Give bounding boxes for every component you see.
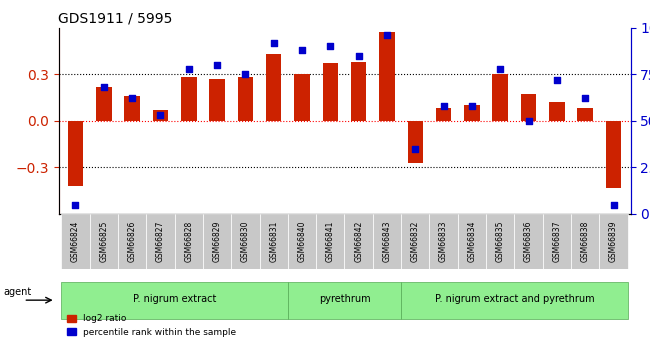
Bar — [379, 32, 395, 121]
Text: GSM66825: GSM66825 — [99, 221, 109, 262]
Point — [155, 112, 166, 118]
Point — [297, 47, 307, 53]
Bar — [408, 121, 423, 163]
Text: GSM66836: GSM66836 — [524, 221, 533, 262]
Bar — [493, 74, 508, 121]
Bar — [209, 79, 225, 121]
Text: GSM66831: GSM66831 — [269, 221, 278, 262]
Bar — [231, 214, 259, 269]
Bar — [68, 121, 83, 186]
Point — [183, 66, 194, 71]
Bar — [401, 282, 628, 319]
Text: GSM66834: GSM66834 — [467, 221, 476, 262]
Text: GSM66827: GSM66827 — [156, 221, 165, 262]
Point — [240, 71, 251, 77]
Bar — [430, 214, 458, 269]
Text: P. nigrum extract and pyrethrum: P. nigrum extract and pyrethrum — [435, 294, 594, 304]
Text: GSM66833: GSM66833 — [439, 221, 448, 262]
Text: GSM66835: GSM66835 — [496, 221, 505, 262]
Bar — [124, 96, 140, 121]
Text: GSM66824: GSM66824 — [71, 221, 80, 262]
Bar — [266, 54, 281, 121]
Point — [438, 103, 448, 109]
Bar — [153, 110, 168, 121]
Text: pyrethrum: pyrethrum — [318, 294, 370, 304]
Text: agent: agent — [3, 287, 31, 297]
Bar — [259, 214, 288, 269]
Bar — [577, 108, 593, 121]
Bar — [373, 214, 401, 269]
Text: GSM66830: GSM66830 — [241, 221, 250, 262]
Text: GSM66839: GSM66839 — [609, 221, 618, 262]
Point — [212, 62, 222, 68]
Bar — [351, 62, 367, 121]
Bar — [96, 87, 112, 121]
Text: GDS1911 / 5995: GDS1911 / 5995 — [58, 11, 173, 25]
Bar — [61, 214, 90, 269]
Bar — [288, 282, 401, 319]
Point — [495, 66, 506, 71]
Bar — [344, 214, 373, 269]
Bar — [606, 121, 621, 188]
Point — [410, 146, 421, 151]
Point — [354, 53, 364, 58]
Text: GSM66838: GSM66838 — [580, 221, 590, 262]
Bar — [118, 214, 146, 269]
Bar — [146, 214, 175, 269]
Bar — [203, 214, 231, 269]
Bar — [549, 102, 565, 121]
Point — [127, 96, 137, 101]
Text: P. nigrum extract: P. nigrum extract — [133, 294, 216, 304]
Point — [382, 32, 392, 38]
Text: GSM66842: GSM66842 — [354, 221, 363, 262]
Bar — [458, 214, 486, 269]
Bar — [436, 108, 451, 121]
Bar — [90, 214, 118, 269]
Text: GSM66829: GSM66829 — [213, 221, 222, 262]
Legend: log2 ratio, percentile rank within the sample: log2 ratio, percentile rank within the s… — [63, 311, 240, 341]
Bar — [238, 77, 254, 121]
Bar — [521, 94, 536, 121]
Bar — [514, 214, 543, 269]
Text: GSM66840: GSM66840 — [298, 221, 307, 262]
Bar — [401, 214, 430, 269]
Bar — [294, 74, 310, 121]
Point — [268, 40, 279, 45]
Point — [552, 77, 562, 82]
Bar — [322, 63, 338, 121]
Bar — [464, 105, 480, 121]
Point — [523, 118, 534, 124]
Text: GSM66828: GSM66828 — [184, 221, 193, 262]
Point — [608, 202, 619, 207]
Bar — [571, 214, 599, 269]
Bar — [486, 214, 514, 269]
Bar — [175, 214, 203, 269]
Text: GSM66843: GSM66843 — [382, 221, 391, 262]
Point — [467, 103, 477, 109]
Bar — [61, 282, 288, 319]
Bar — [599, 214, 628, 269]
Point — [325, 43, 335, 49]
Text: GSM66832: GSM66832 — [411, 221, 420, 262]
Bar — [288, 214, 316, 269]
Point — [70, 202, 81, 207]
Bar — [543, 214, 571, 269]
Point — [580, 96, 590, 101]
Text: GSM66826: GSM66826 — [127, 221, 136, 262]
Text: GSM66837: GSM66837 — [552, 221, 562, 262]
Text: GSM66841: GSM66841 — [326, 221, 335, 262]
Bar — [316, 214, 344, 269]
Point — [99, 85, 109, 90]
Bar — [181, 77, 196, 121]
